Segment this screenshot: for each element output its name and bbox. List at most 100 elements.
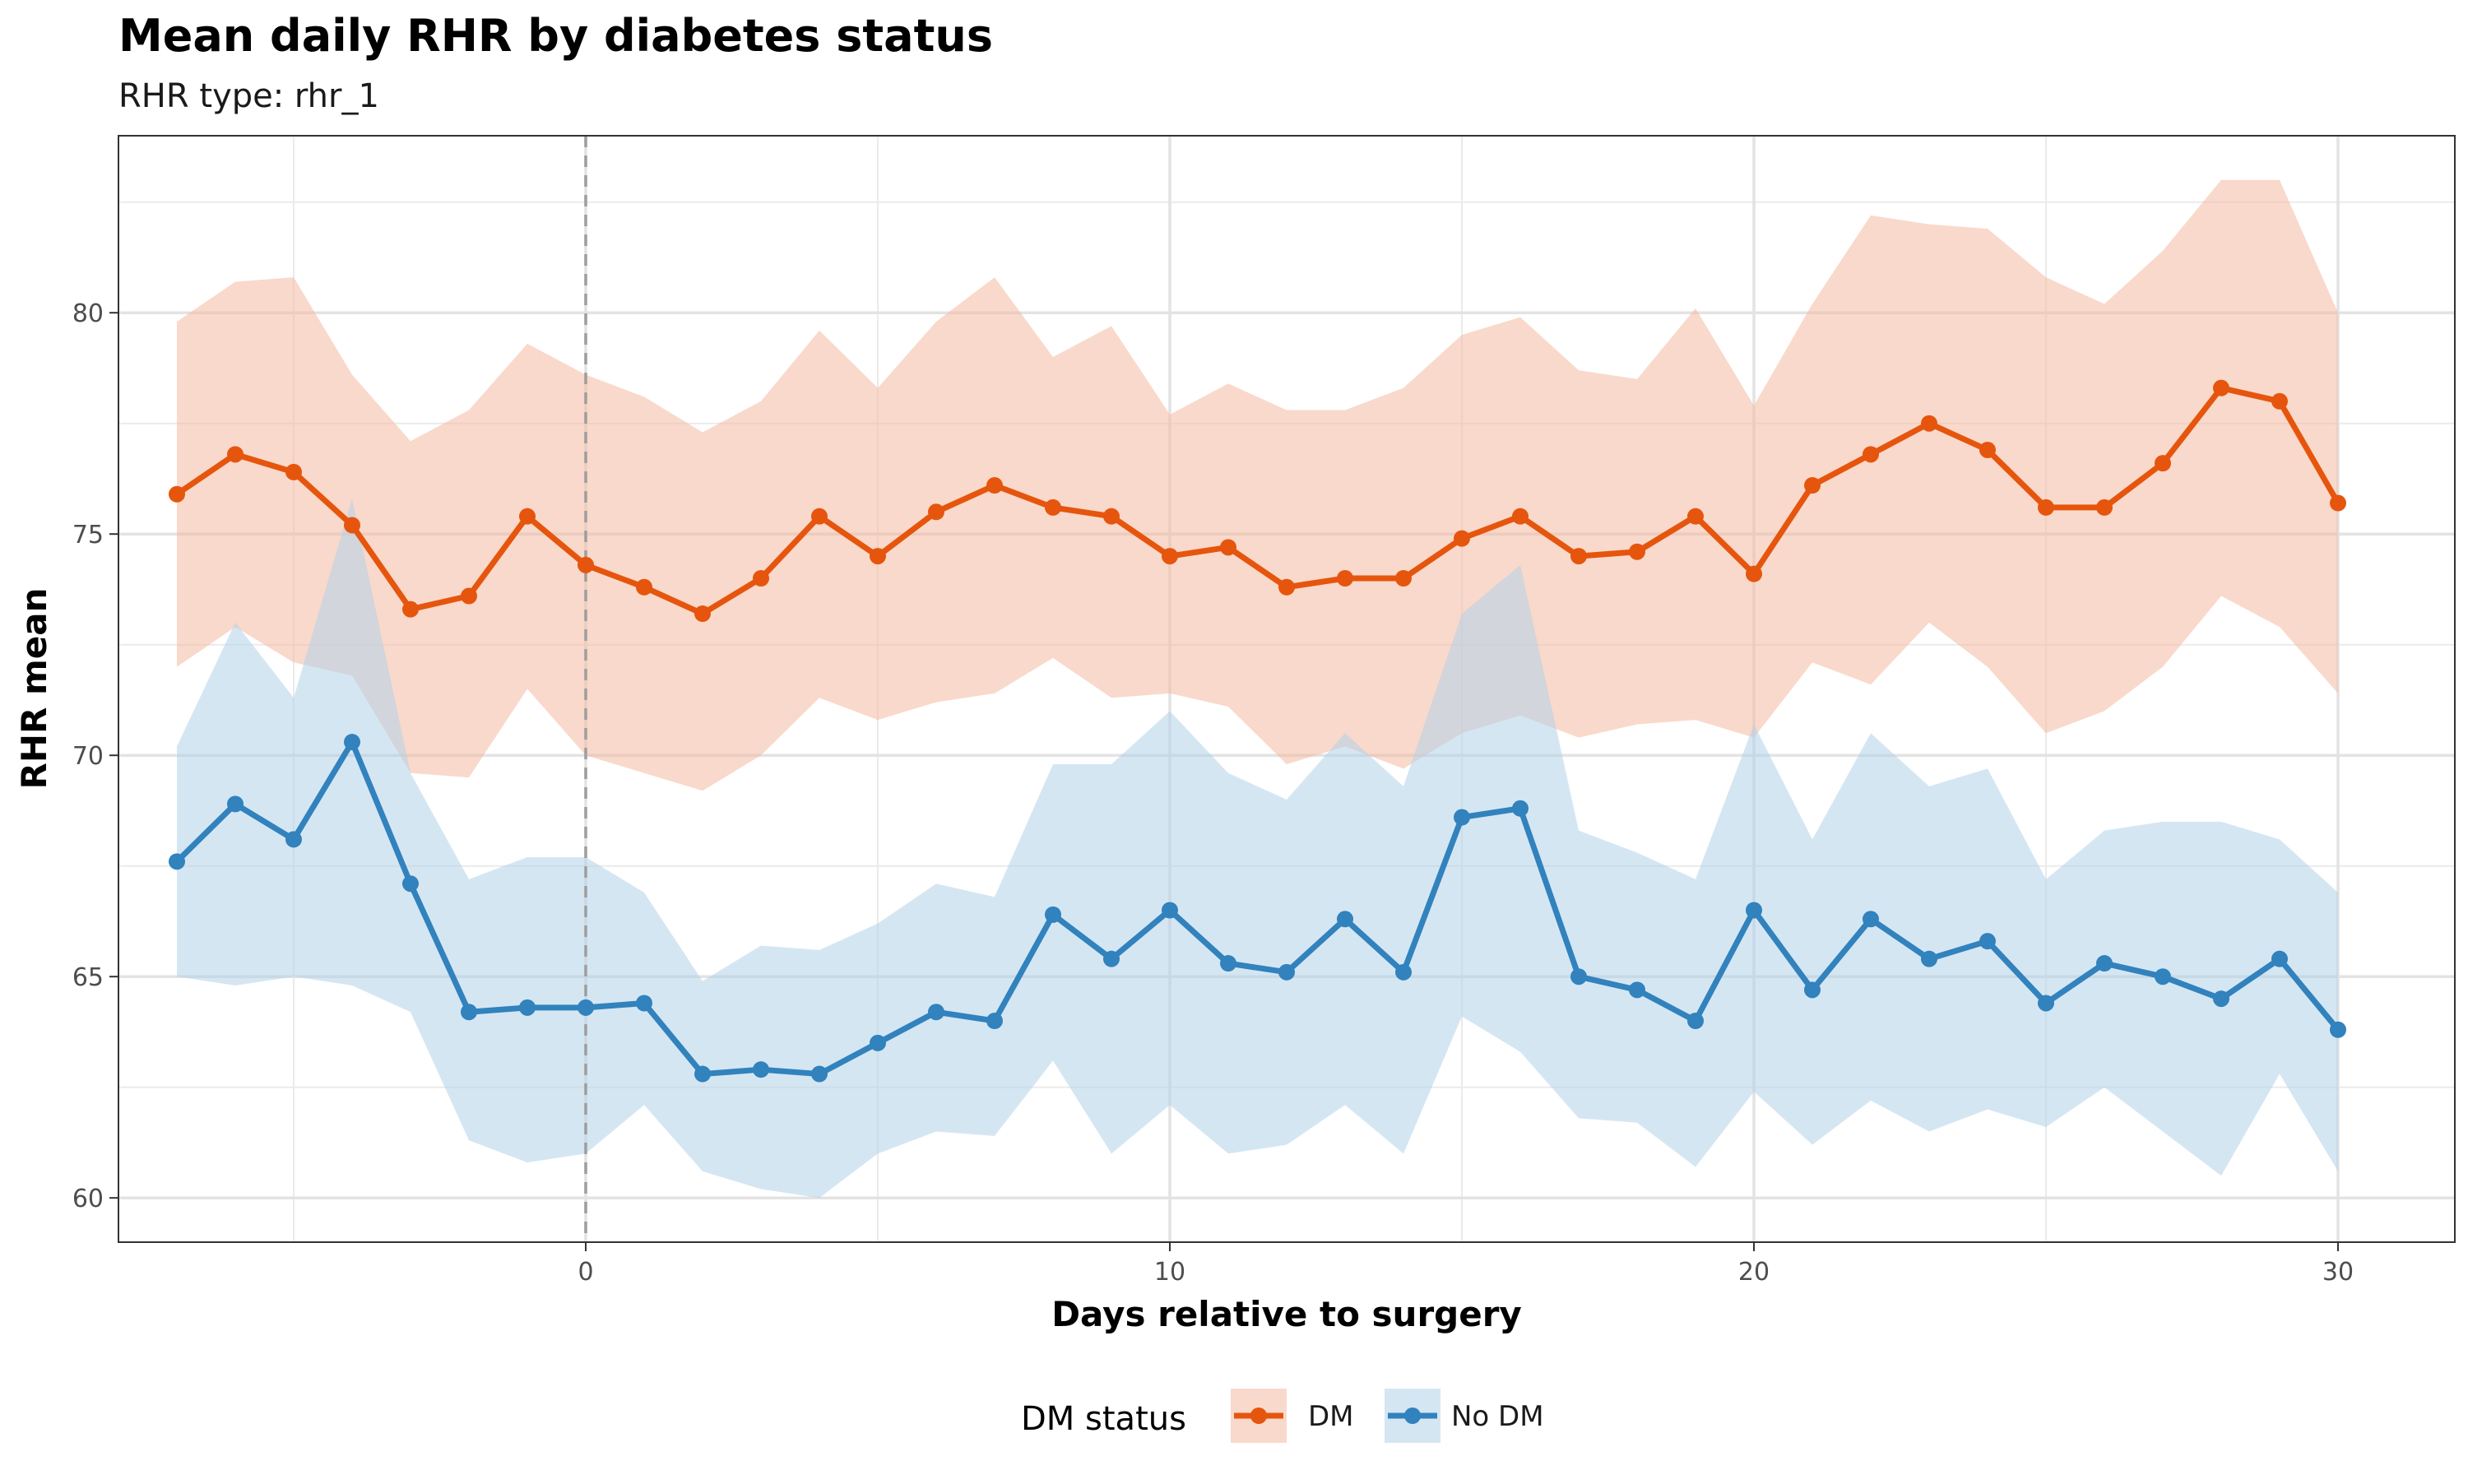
data-point-no-dm bbox=[1220, 955, 1236, 972]
x-tick-label: 0 bbox=[578, 1258, 593, 1287]
data-point-no-dm bbox=[461, 1004, 477, 1021]
data-point-no-dm bbox=[2038, 995, 2054, 1012]
data-point-no-dm bbox=[1162, 902, 1178, 919]
plot-border bbox=[118, 135, 2456, 1243]
y-tick-label: 70 bbox=[72, 742, 104, 771]
data-point-no-dm bbox=[1103, 950, 1120, 967]
data-point-no-dm bbox=[519, 999, 536, 1016]
data-point-dm bbox=[2038, 499, 2054, 516]
chart-subtitle: RHR type: rhr_1 bbox=[118, 77, 379, 115]
data-point-dm bbox=[1979, 441, 1996, 458]
data-point-no-dm bbox=[694, 1065, 711, 1083]
data-point-no-dm bbox=[402, 875, 419, 893]
data-point-dm bbox=[811, 508, 828, 525]
data-point-no-dm bbox=[870, 1034, 886, 1051]
data-point-dm bbox=[1454, 530, 1470, 547]
data-point-no-dm bbox=[1687, 1013, 1704, 1029]
x-axis-title: Days relative to surgery bbox=[1051, 1294, 1522, 1334]
data-point-dm bbox=[1687, 508, 1704, 525]
legend-title: DM status bbox=[1021, 1400, 1186, 1438]
data-point-dm bbox=[285, 463, 302, 480]
data-point-dm bbox=[1804, 477, 1821, 494]
data-point-no-dm bbox=[1512, 800, 1529, 817]
data-point-dm bbox=[344, 517, 360, 534]
data-point-no-dm bbox=[1045, 906, 1061, 923]
data-point-no-dm bbox=[2330, 1021, 2346, 1038]
data-point-no-dm bbox=[1395, 963, 1412, 981]
data-point-dm bbox=[2213, 379, 2229, 397]
legend-item-dm: DM bbox=[1231, 1389, 1354, 1443]
data-point-no-dm bbox=[1278, 963, 1295, 981]
x-axis-ticks: 0 10 20 30 bbox=[578, 1242, 2354, 1287]
data-point-dm bbox=[227, 446, 244, 463]
data-point-no-dm bbox=[2271, 950, 2288, 967]
data-point-dm bbox=[694, 605, 711, 623]
data-point-dm bbox=[2271, 392, 2288, 410]
data-point-dm bbox=[636, 578, 652, 596]
y-tick-label: 60 bbox=[72, 1185, 104, 1213]
data-point-dm bbox=[169, 485, 185, 503]
data-point-dm bbox=[928, 503, 944, 521]
data-point-dm bbox=[1746, 565, 1762, 582]
series-line-no-dm bbox=[174, 739, 2340, 1078]
data-point-no-dm bbox=[1570, 968, 1587, 985]
y-axis-title: RHR mean bbox=[14, 588, 54, 790]
data-point-dm bbox=[2096, 499, 2113, 516]
data-point-dm bbox=[1162, 548, 1178, 565]
y-axis-ticks: 60 65 70 75 80 bbox=[72, 299, 118, 1213]
data-point-dm bbox=[986, 477, 1003, 494]
data-point-dm bbox=[1921, 415, 1937, 432]
data-point-no-dm bbox=[811, 1065, 828, 1083]
data-point-no-dm bbox=[636, 995, 652, 1012]
y-tick-label: 75 bbox=[72, 521, 104, 550]
data-point-dm bbox=[1278, 578, 1295, 596]
legend: DM status DM No DM bbox=[1021, 1389, 1544, 1443]
data-point-no-dm bbox=[169, 853, 185, 870]
data-point-no-dm bbox=[928, 1004, 944, 1021]
data-point-no-dm bbox=[227, 795, 244, 813]
data-point-dm bbox=[2330, 494, 2346, 512]
chart-title: Mean daily RHR by diabetes status bbox=[118, 10, 993, 62]
data-point-dm bbox=[2155, 455, 2171, 472]
data-point-dm bbox=[870, 548, 886, 565]
data-point-no-dm bbox=[2213, 990, 2229, 1008]
y-tick-label: 80 bbox=[72, 299, 104, 328]
data-point-no-dm bbox=[578, 999, 594, 1016]
series-lines bbox=[174, 385, 2341, 1078]
data-point-dm bbox=[1570, 548, 1587, 565]
ribbon-no-dm bbox=[177, 499, 2338, 1199]
data-point-dm bbox=[519, 508, 536, 525]
legend-key-point bbox=[1404, 1407, 1421, 1424]
data-point-no-dm bbox=[1979, 933, 1996, 950]
data-point-dm bbox=[1103, 508, 1120, 525]
data-point-no-dm bbox=[1454, 809, 1470, 826]
data-point-no-dm bbox=[344, 734, 360, 751]
data-point-dm bbox=[1629, 543, 1645, 560]
series-line-dm bbox=[175, 385, 2341, 617]
data-point-dm bbox=[753, 570, 769, 587]
legend-key-point bbox=[1250, 1407, 1267, 1424]
data-point-dm bbox=[1337, 570, 1353, 587]
data-point-no-dm bbox=[1863, 911, 1879, 928]
data-point-no-dm bbox=[1337, 911, 1353, 928]
series-points bbox=[169, 379, 2346, 1083]
data-point-no-dm bbox=[986, 1013, 1003, 1029]
data-point-dm bbox=[461, 587, 477, 605]
data-point-dm bbox=[1512, 508, 1529, 525]
data-point-no-dm bbox=[2096, 955, 2113, 972]
data-point-no-dm bbox=[753, 1061, 769, 1078]
ribbon-dm bbox=[177, 179, 2338, 791]
x-tick-label: 30 bbox=[2322, 1258, 2354, 1287]
data-point-dm bbox=[1395, 570, 1412, 587]
data-point-no-dm bbox=[1746, 902, 1762, 919]
data-point-no-dm bbox=[1804, 981, 1821, 999]
x-tick-label: 20 bbox=[1738, 1258, 1770, 1287]
y-tick-label: 65 bbox=[72, 963, 104, 992]
confidence-ribbons bbox=[177, 179, 2338, 1199]
legend-label-no-dm: No DM bbox=[1451, 1400, 1544, 1433]
legend-label-dm: DM bbox=[1308, 1400, 1354, 1433]
data-point-no-dm bbox=[285, 831, 302, 848]
data-point-dm bbox=[402, 601, 419, 618]
